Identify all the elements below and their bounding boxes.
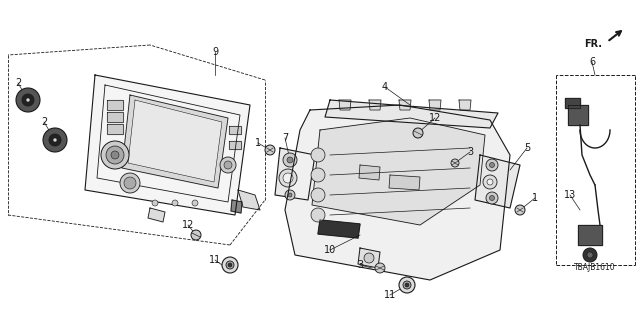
Text: 3: 3	[467, 147, 473, 157]
Polygon shape	[568, 105, 588, 125]
Circle shape	[287, 157, 293, 163]
Polygon shape	[565, 98, 580, 108]
Polygon shape	[285, 105, 510, 280]
Polygon shape	[399, 100, 411, 110]
Circle shape	[222, 257, 238, 273]
Polygon shape	[429, 100, 441, 110]
Circle shape	[403, 281, 411, 289]
Circle shape	[311, 208, 325, 222]
Text: 6: 6	[589, 57, 595, 67]
Polygon shape	[85, 75, 250, 215]
Polygon shape	[475, 155, 520, 208]
Circle shape	[583, 248, 597, 262]
Text: 12: 12	[182, 220, 194, 230]
Polygon shape	[229, 141, 241, 149]
Circle shape	[375, 263, 385, 273]
Text: 12: 12	[429, 113, 441, 123]
Circle shape	[22, 94, 34, 106]
Circle shape	[53, 138, 57, 142]
Text: 7: 7	[282, 133, 288, 143]
Circle shape	[487, 179, 493, 185]
Polygon shape	[312, 118, 485, 225]
Polygon shape	[128, 100, 222, 182]
Polygon shape	[275, 148, 315, 200]
Polygon shape	[389, 175, 420, 190]
Polygon shape	[369, 100, 381, 110]
Text: 11: 11	[209, 255, 221, 265]
Circle shape	[288, 193, 292, 197]
Circle shape	[486, 192, 498, 204]
Circle shape	[224, 161, 232, 169]
Text: 13: 13	[564, 190, 576, 200]
Circle shape	[192, 200, 198, 206]
Text: 4: 4	[382, 82, 388, 92]
Circle shape	[228, 263, 232, 267]
Circle shape	[111, 151, 119, 159]
Circle shape	[265, 145, 275, 155]
Text: 5: 5	[524, 143, 530, 153]
Circle shape	[226, 261, 234, 269]
Circle shape	[285, 190, 295, 200]
Circle shape	[283, 173, 293, 183]
Circle shape	[106, 146, 124, 164]
Circle shape	[279, 169, 297, 187]
Circle shape	[172, 200, 178, 206]
Polygon shape	[107, 100, 123, 110]
Polygon shape	[107, 112, 123, 122]
Polygon shape	[148, 208, 165, 222]
Circle shape	[120, 173, 140, 193]
Circle shape	[124, 177, 136, 189]
Circle shape	[364, 253, 374, 263]
Text: 1: 1	[532, 193, 538, 203]
Circle shape	[483, 175, 497, 189]
Polygon shape	[122, 95, 228, 188]
Circle shape	[26, 98, 30, 102]
Circle shape	[43, 128, 67, 152]
Circle shape	[486, 159, 498, 171]
Circle shape	[152, 200, 158, 206]
Polygon shape	[578, 225, 602, 245]
Text: 9: 9	[212, 47, 218, 57]
Polygon shape	[339, 100, 351, 110]
Circle shape	[490, 163, 495, 167]
Text: 1: 1	[255, 138, 261, 148]
Circle shape	[399, 277, 415, 293]
Circle shape	[191, 230, 201, 240]
Polygon shape	[238, 190, 260, 210]
Circle shape	[16, 88, 40, 112]
Polygon shape	[459, 100, 471, 110]
Circle shape	[405, 283, 409, 287]
Circle shape	[490, 196, 495, 201]
Circle shape	[101, 141, 129, 169]
Circle shape	[451, 159, 459, 167]
Circle shape	[413, 128, 423, 138]
Polygon shape	[107, 124, 123, 134]
Circle shape	[283, 153, 297, 167]
Polygon shape	[358, 248, 380, 268]
Polygon shape	[229, 126, 241, 134]
Text: 10: 10	[324, 245, 336, 255]
Circle shape	[49, 134, 61, 146]
Circle shape	[587, 252, 593, 258]
Polygon shape	[231, 200, 242, 213]
Circle shape	[311, 168, 325, 182]
Circle shape	[311, 148, 325, 162]
Polygon shape	[359, 165, 380, 180]
Circle shape	[515, 205, 525, 215]
Text: 3: 3	[357, 260, 363, 270]
Text: 2: 2	[41, 117, 47, 127]
Text: FR.: FR.	[584, 39, 602, 49]
Text: 11: 11	[384, 290, 396, 300]
Text: 2: 2	[15, 78, 21, 88]
Circle shape	[220, 157, 236, 173]
Text: TBAJB1610: TBAJB1610	[574, 263, 616, 273]
Polygon shape	[318, 220, 360, 238]
Polygon shape	[325, 100, 498, 128]
Circle shape	[311, 188, 325, 202]
